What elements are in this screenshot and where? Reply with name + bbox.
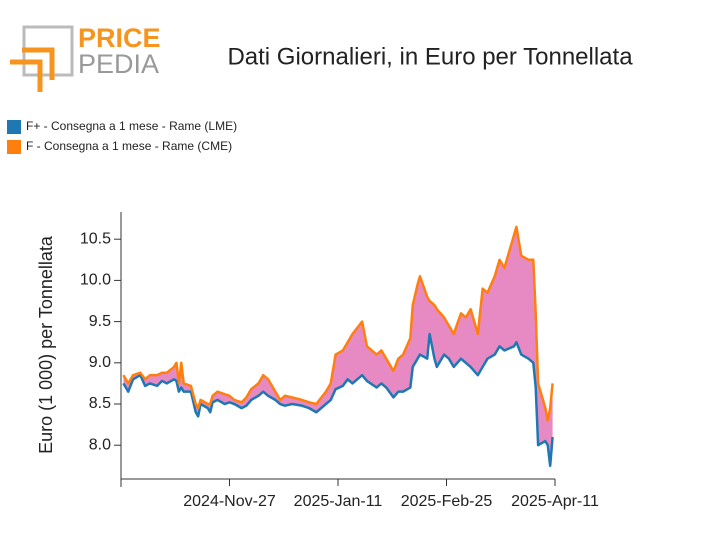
y-tick-label: 10.0 [80,272,111,289]
legend-label: F - Consegna a 1 mese - Rame (CME) [26,139,232,153]
x-tick-label: 2024-Nov-27 [183,493,276,510]
y-axis-label: Euro (1 000) per Tonnellata [36,235,56,454]
series-line [122,225,554,422]
x-tick-label: 2025-Apr-11 [511,493,599,510]
y-tick-label: 9.5 [89,313,111,330]
y-tick-label: 9.0 [89,354,111,371]
logo: PRICE PEDIA [10,23,161,92]
legend-swatch [7,120,21,134]
logo-text: PEDIA [78,49,159,79]
y-tick-label: 8.0 [89,436,111,453]
x-tick-label: 2025-Feb-25 [401,493,493,510]
legend-label: F+ - Consegna a 1 mese - Rame (LME) [26,119,237,133]
y-tick-label: 10.5 [80,230,111,247]
logo-mark [10,47,55,92]
legend-swatch [7,140,21,154]
series-line [122,332,554,468]
y-tick-label: 8.5 [89,395,111,412]
chart-title: Dati Giornalieri, in Euro per Tonnellata [227,43,633,70]
x-tick-label: 2025-Jan-11 [294,493,383,510]
logo-text: PRICE [78,23,161,53]
spread-fill [123,226,553,466]
